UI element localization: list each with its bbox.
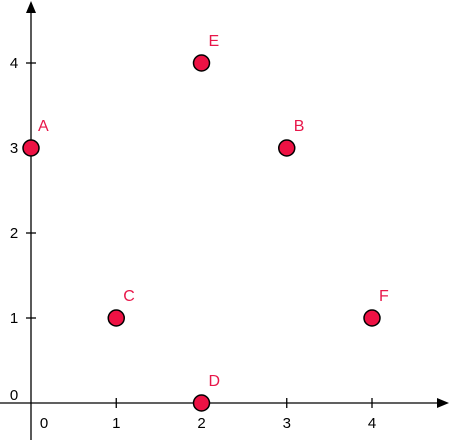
y-tick-label: 1 [10, 310, 18, 327]
x-tick-label: 3 [283, 415, 291, 432]
x-tick-label: 4 [368, 415, 376, 432]
tick-marks [26, 62, 373, 408]
x-tick-label: 0 [40, 415, 48, 432]
point-labels: A B C D E F [38, 33, 389, 390]
point-c [107, 309, 125, 327]
point-label-a: A [38, 118, 49, 135]
point-label-d: D [209, 373, 221, 390]
y-tick-label: 2 [10, 225, 18, 242]
x-tick-label: 1 [112, 415, 120, 432]
point-b [278, 139, 296, 157]
point-label-b: B [294, 118, 305, 135]
point-a [22, 139, 40, 157]
point-label-c: C [123, 288, 135, 305]
point-f [363, 309, 381, 327]
data-points [22, 54, 381, 412]
y-tick-label: 4 [10, 55, 18, 72]
y-axis-arrow [26, 1, 36, 13]
x-tick-label: 2 [197, 415, 205, 432]
point-e [192, 54, 211, 72]
point-label-e: E [209, 33, 220, 50]
tick-labels: 0 1 2 3 4 0 1 2 3 4 [10, 55, 376, 432]
point-d [192, 394, 211, 412]
point-label-f: F [379, 288, 389, 305]
y-tick-label: 3 [10, 140, 18, 157]
y-tick-label: 0 [10, 387, 18, 404]
x-axis-arrow [437, 398, 449, 408]
